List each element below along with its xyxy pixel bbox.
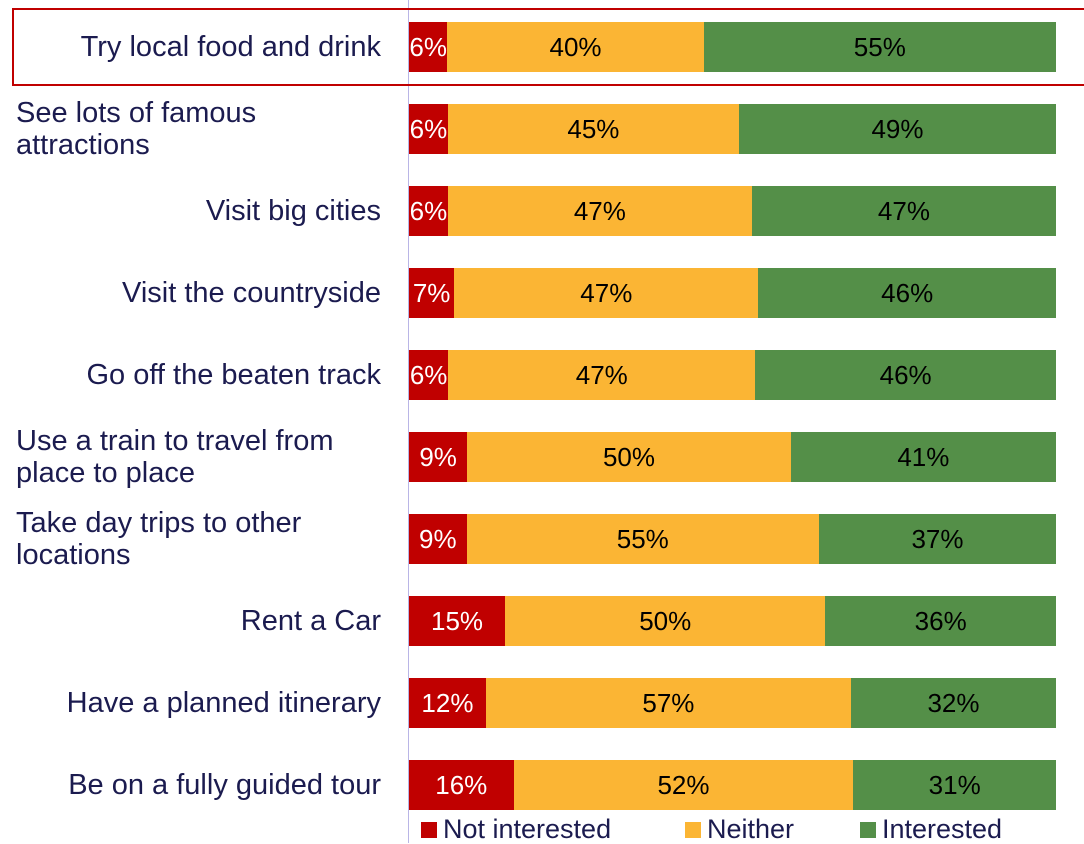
- legend-label: Not interested: [443, 814, 612, 844]
- bar-segment: [409, 186, 448, 236]
- bar-segment: [409, 22, 448, 72]
- legend-swatch: [860, 822, 876, 838]
- value-label: 50%: [639, 606, 692, 636]
- bar-segment: [409, 268, 455, 318]
- value-label: 45%: [567, 114, 620, 144]
- category-label-row: Visit the countryside: [122, 253, 381, 333]
- bar-segment: [738, 104, 1056, 154]
- category-label-row: Visit big cities: [206, 171, 381, 251]
- bar-segment: [409, 596, 506, 646]
- value-label: 6%: [409, 196, 448, 226]
- bar-segment: [485, 678, 851, 728]
- value-label: 9%: [419, 524, 457, 554]
- legend-label: Interested: [882, 814, 1003, 844]
- value-label: 55%: [616, 524, 669, 554]
- bar-segment: [466, 514, 819, 564]
- value-label: 50%: [602, 442, 655, 472]
- category-label: Have a planned itinerary: [66, 687, 381, 719]
- bar-segment: [818, 514, 1056, 564]
- bar-segment: [409, 514, 467, 564]
- value-label: 9%: [419, 442, 457, 472]
- category-label: See lots of famous attractions: [16, 97, 257, 161]
- value-label: 47%: [575, 360, 628, 390]
- bar-segment: [409, 678, 486, 728]
- value-label: 46%: [879, 360, 932, 390]
- category-label-row: Rent a Car: [241, 581, 381, 661]
- value-label: 57%: [642, 688, 695, 718]
- value-label: 40%: [549, 32, 602, 62]
- bar-segment: [825, 596, 1056, 646]
- bar-segment: [454, 268, 759, 318]
- bar-segment: [853, 760, 1056, 810]
- value-label: 12%: [421, 688, 474, 718]
- category-label: Use a train to travel from place to plac…: [16, 425, 334, 489]
- value-label: 37%: [911, 524, 964, 554]
- category-label-row: Use a train to travel from place to plac…: [16, 417, 381, 497]
- legend-label: Neither: [707, 814, 795, 844]
- bar-segment: [447, 104, 739, 154]
- bar-segment: [703, 22, 1056, 72]
- category-label: Be on a fully guided tour: [68, 769, 381, 801]
- axis-line: [408, 0, 409, 843]
- value-label: 6%: [409, 360, 448, 390]
- value-label: 36%: [914, 606, 967, 636]
- value-label: 55%: [853, 32, 906, 62]
- bar-segment: [448, 350, 756, 400]
- bar-segment: [758, 268, 1056, 318]
- bar-segment: [790, 432, 1056, 482]
- value-label: 16%: [435, 770, 488, 800]
- bar-segment: [505, 596, 826, 646]
- category-label-row: Try local food and drink: [81, 7, 381, 87]
- value-label: 47%: [573, 196, 626, 226]
- category-label: Visit the countryside: [122, 277, 381, 309]
- category-label-row: Have a planned itinerary: [67, 663, 381, 743]
- value-label: 32%: [927, 688, 980, 718]
- bar-segment: [447, 22, 704, 72]
- legend-swatch: [421, 822, 437, 838]
- value-label: 31%: [928, 770, 981, 800]
- value-label: 46%: [881, 278, 934, 308]
- value-label: 47%: [877, 196, 930, 226]
- bar-segment: [851, 678, 1056, 728]
- category-label: Take day trips to other locations: [16, 507, 302, 571]
- category-label: Try local food and drink: [80, 31, 381, 63]
- value-label: 7%: [412, 278, 451, 308]
- value-label: 41%: [897, 442, 950, 472]
- bar-segment: [409, 104, 448, 154]
- category-label-row: Be on a fully guided tour: [68, 745, 381, 825]
- category-label: Visit big cities: [205, 195, 381, 227]
- highlight-box: [12, 8, 1084, 86]
- category-label: Go off the beaten track: [86, 359, 382, 391]
- category-label: Rent a Car: [240, 605, 381, 637]
- bar-segment: [513, 760, 854, 810]
- bar-segment: [409, 432, 468, 482]
- category-label-row: Go off the beaten track: [87, 335, 382, 415]
- bar-segment: [447, 186, 752, 236]
- bar-segment: [409, 760, 514, 810]
- legend-swatch: [685, 822, 701, 838]
- value-label: 6%: [409, 114, 448, 144]
- bar-segment: [751, 186, 1056, 236]
- value-label: 49%: [871, 114, 924, 144]
- bar-segment: [755, 350, 1056, 400]
- value-label: 6%: [409, 32, 447, 62]
- bar-segment: [409, 350, 449, 400]
- category-label-row: See lots of famous attractions: [16, 89, 381, 169]
- value-label: 47%: [580, 278, 633, 308]
- value-label: 15%: [431, 606, 484, 636]
- bar-segment: [467, 432, 791, 482]
- category-label-row: Take day trips to other locations: [16, 499, 381, 579]
- value-label: 52%: [657, 770, 710, 800]
